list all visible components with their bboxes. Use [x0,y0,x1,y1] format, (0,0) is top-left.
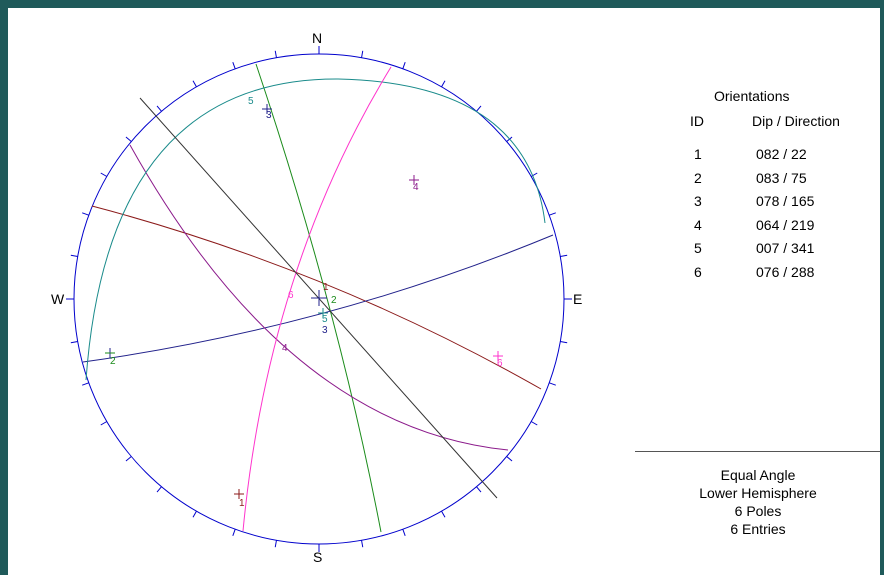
tick-mark [361,540,364,548]
compass-south: S [313,549,323,565]
tick-mark [274,540,277,548]
plane-label: 5 [322,314,328,325]
row-id: 3 [694,193,702,209]
tick-mark [549,212,556,216]
center-cross [311,290,327,306]
plane-label: 3 [322,325,328,336]
hemisphere: Lower Hemisphere [699,485,817,501]
tick-mark [506,456,513,462]
compass-west: W [51,291,65,307]
tick-mark [125,456,132,462]
dip-direction-header: Dip / Direction [752,113,840,129]
pole-label: 2 [110,356,116,367]
pole-label: 5 [248,96,254,107]
divider [635,451,880,452]
tick-mark [476,105,482,112]
tick-mark [82,382,89,386]
tick-mark [402,529,406,536]
row-dip-direction: 076 / 288 [756,264,815,280]
row-dip-direction: 082 / 22 [756,146,807,162]
row-id: 6 [694,264,702,280]
tick-mark [530,172,538,177]
tick-mark [274,50,277,58]
pole-labels: 1 2 3 4 5 6 [110,96,503,509]
id-header: ID [690,113,704,129]
stereonet-plot: 1 2 3 4 5 6 1 2 3 4 5 6 [66,46,572,552]
tick-mark [100,172,108,177]
entry-count: 6 Entries [730,521,786,537]
compass-north: N [312,30,323,46]
row-dip-direction: 064 / 219 [756,217,815,233]
tick-mark [560,341,568,344]
tick-mark [476,486,482,493]
row-dip-direction: 083 / 75 [756,170,807,186]
plane-label: 1 [323,282,329,293]
plane-5 [85,78,546,381]
plane-labels: 1 2 3 4 5 6 [282,282,337,354]
row-id: 5 [694,240,702,256]
row-id: 2 [694,170,702,186]
tick-mark [402,62,406,69]
tick-mark [232,529,236,536]
tick-mark [560,254,568,257]
row-dip-direction: 007 / 341 [756,240,815,256]
pole-label: 4 [413,182,419,193]
plane-1 [91,205,542,390]
orientations-title: Orientations [714,88,790,104]
tick-mark [100,421,108,426]
tick-mark [125,136,132,142]
tick-mark [232,62,236,69]
tick-mark [156,105,162,112]
tick-mark [530,421,538,426]
plane-4 [129,144,509,451]
row-dip-direction: 078 / 165 [756,193,815,209]
pole-label: 6 [497,358,503,369]
projection-type: Equal Angle [720,467,796,483]
projection-summary: Equal Angle Lower Hemisphere 6 Poles 6 E… [668,466,848,538]
tick-mark [361,50,364,58]
tick-mark [70,341,78,344]
tick-mark [82,212,89,216]
row-id: 4 [694,217,702,233]
pole-marks [105,104,503,499]
compass-east: E [573,291,583,307]
stereonet-panel: 1 2 3 4 5 6 1 2 3 4 5 6 N E S W Orientat… [8,8,880,575]
plane-3 [255,63,382,533]
tick-mark [441,510,446,518]
pole-label: 1 [239,498,245,509]
tick-mark [441,80,446,88]
pole-count: 6 Poles [734,503,782,519]
plane-label: 6 [288,290,294,301]
pole-label: 3 [266,110,272,121]
tick-marks [70,50,568,548]
tick-mark [549,382,556,386]
tick-mark [192,80,197,88]
tick-mark [70,254,78,257]
row-id: 1 [694,146,702,162]
tick-mark [192,510,197,518]
tick-mark [156,486,162,493]
plane-6 [242,66,392,532]
plane-label: 4 [282,343,288,354]
plane-label: 2 [331,295,337,306]
